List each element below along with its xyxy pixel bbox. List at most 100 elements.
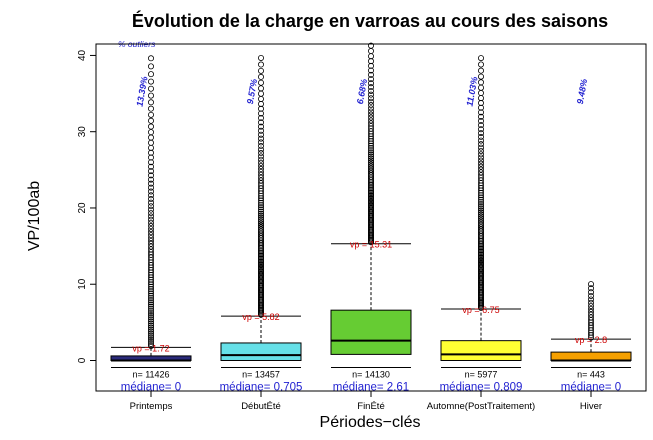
- outliers: [588, 281, 595, 341]
- outlier-point: [477, 215, 484, 222]
- outliers: [147, 55, 154, 350]
- outlier-point: [257, 115, 264, 122]
- outlier-point: [477, 104, 484, 111]
- outlier-point: [367, 105, 374, 112]
- outlier-point: [367, 161, 374, 168]
- outlier-point: [147, 78, 154, 85]
- outlier-point: [257, 131, 264, 138]
- outlier-point: [257, 139, 264, 146]
- outlier-point: [477, 217, 484, 224]
- y-tick-label: 10: [77, 278, 88, 290]
- outlier-point: [367, 120, 374, 127]
- outlier-point: [257, 218, 264, 225]
- outlier-point: [147, 232, 154, 239]
- outlier-point: [367, 111, 374, 118]
- outlier-point: [147, 168, 154, 175]
- outlier-point: [477, 84, 484, 91]
- outlier-point: [477, 166, 484, 173]
- outlier-point: [588, 285, 595, 292]
- outlier-point: [588, 289, 595, 296]
- outlier-point: [477, 130, 484, 137]
- outlier-point: [147, 210, 154, 217]
- outlier-point: [477, 126, 484, 133]
- outlier-point: [147, 184, 154, 191]
- outlier-point: [257, 143, 264, 150]
- outlier-point: [257, 166, 264, 173]
- outlier-point: [588, 299, 595, 306]
- outlier-point: [147, 243, 154, 250]
- outlier-point: [257, 110, 264, 117]
- outlier-point: [147, 129, 154, 136]
- outlier-point: [477, 211, 484, 218]
- outlier-point: [477, 201, 484, 208]
- outlier-point: [367, 67, 374, 74]
- outlier-point: [147, 63, 154, 70]
- outlier-point: [147, 176, 154, 183]
- x-axis-label: Périodes−clés: [320, 414, 421, 431]
- outlier-percent-label: 11.03%: [465, 76, 480, 107]
- n-label: n= 11426: [132, 369, 169, 379]
- y-tick-label: 30: [77, 126, 88, 138]
- y-axis-label: VP/100ab: [26, 181, 43, 251]
- outlier-point: [588, 311, 595, 318]
- outlier-point: [147, 292, 154, 299]
- outlier-point: [477, 192, 484, 199]
- x-tick-label: Hiver: [580, 401, 602, 412]
- outlier-percent-label: 13.39%: [134, 76, 149, 108]
- outlier-point: [147, 332, 154, 339]
- outlier-point: [477, 109, 484, 116]
- outlier-point: [147, 196, 154, 203]
- outlier-point: [147, 279, 154, 286]
- outlier-point: [147, 237, 154, 244]
- outlier-point: [257, 95, 264, 102]
- outlier-point: [477, 247, 484, 254]
- outlier-point: [477, 154, 484, 161]
- outlier-point: [477, 207, 484, 214]
- vp-label: vp = 15.31: [350, 240, 392, 250]
- y-tick-label: 40: [77, 49, 88, 61]
- outlier-point: [367, 163, 374, 170]
- outlier-point: [257, 251, 264, 258]
- outlier-point: [147, 343, 154, 350]
- outlier-percent-label: 9.48%: [575, 78, 589, 105]
- x-tick-label: DébutÉté: [241, 401, 281, 412]
- outlier-point: [147, 326, 154, 333]
- outlier-point: [367, 142, 374, 149]
- outlier-point: [147, 310, 154, 317]
- outlier-point: [477, 61, 484, 68]
- outlier-percent-label: 6.68%: [355, 78, 369, 105]
- outlier-point: [477, 133, 484, 140]
- outlier-point: [257, 224, 264, 231]
- outlier-point: [367, 53, 374, 60]
- outlier-point: [147, 328, 154, 335]
- outlier-point: [477, 113, 484, 120]
- outlier-point: [588, 296, 595, 303]
- outlier-point: [257, 168, 264, 175]
- outlier-point: [147, 322, 154, 329]
- outliers: [367, 42, 374, 246]
- outlier-point: [147, 338, 154, 345]
- outlier-point: [477, 137, 484, 144]
- outlier-point: [257, 202, 264, 209]
- n-label: n= 13457: [242, 369, 280, 379]
- box-group-4: Hiver vp = 2.8 9.48% n= 443 médiane= 0: [550, 78, 632, 412]
- outlier-point: [257, 73, 264, 80]
- outlier-point: [147, 223, 154, 230]
- outlier-point: [588, 281, 595, 288]
- box-group-2: FinÉté vp = 15.31 6.68% n= 14130 médiane= 2.…: [330, 42, 412, 412]
- median-label: médiane= 0: [121, 381, 181, 393]
- outlier-point: [147, 294, 154, 301]
- outlier-point: [147, 192, 154, 199]
- outlier-point: [257, 156, 264, 163]
- outlier-point: [147, 312, 154, 319]
- outlier-point: [147, 105, 154, 112]
- outlier-point: [147, 320, 154, 327]
- outlier-point: [257, 127, 264, 134]
- outlier-point: [147, 123, 154, 130]
- outlier-point: [257, 162, 264, 169]
- outlier-point: [147, 235, 154, 242]
- median-label: médiane= 0: [561, 381, 621, 393]
- outlier-point: [257, 216, 264, 223]
- outlier-point: [367, 188, 374, 195]
